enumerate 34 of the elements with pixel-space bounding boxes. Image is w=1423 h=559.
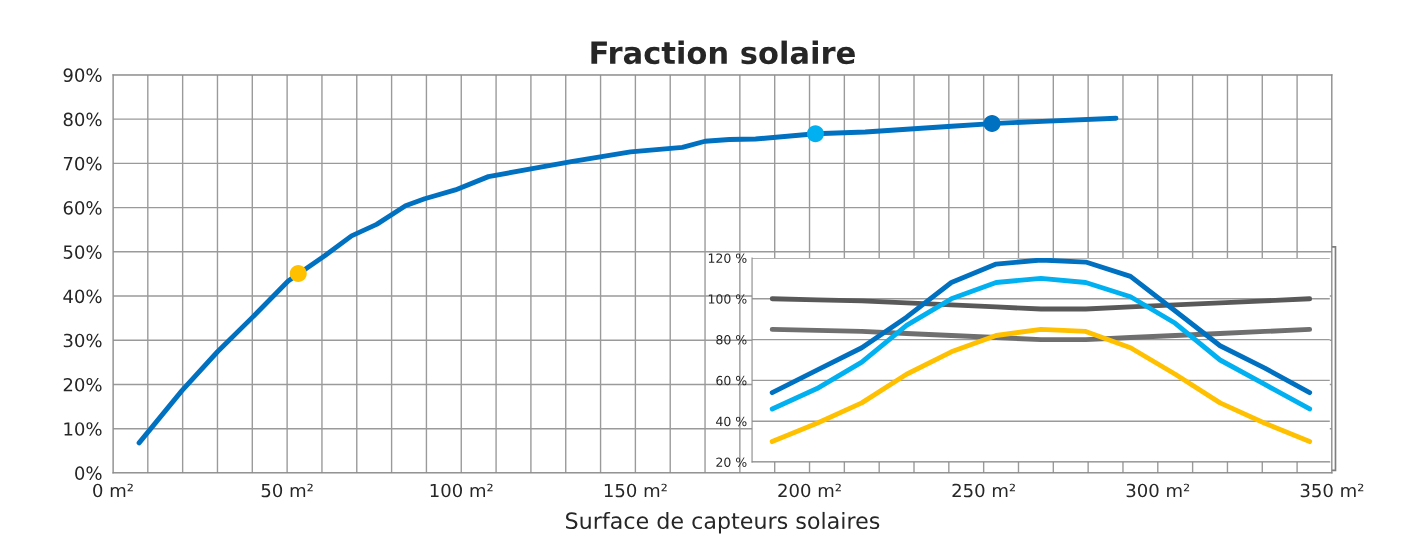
line-series: [769, 257, 1313, 396]
y-tick-label: 0%: [75, 466, 102, 481]
x-tick-label: 200 m²: [778, 483, 841, 498]
x-tick-label: 150 m²: [604, 483, 667, 498]
chart-title: Fraction solaire: [591, 40, 855, 65]
x-tick-label: 50 m²: [261, 483, 313, 498]
y-tick-label: 80 %: [716, 335, 747, 345]
line-series: [769, 275, 1313, 412]
y-tick-label: 40%: [63, 289, 102, 304]
x-tick-label: 0 m²: [93, 483, 133, 498]
y-tick-label: 50%: [63, 245, 102, 259]
y-tick-label: 80%: [63, 112, 102, 127]
point: [289, 264, 307, 282]
point: [806, 125, 824, 143]
y-tick-label: 40 %: [716, 416, 747, 427]
y-tick-label: 60 %: [716, 375, 747, 386]
x-tick-label: 250 m²: [952, 483, 1016, 498]
point: [983, 115, 1001, 133]
y-tick-label: 120 %: [708, 253, 747, 263]
line-series: [136, 115, 1119, 446]
x-tick-label: 100 m²: [430, 483, 493, 498]
line-series: [769, 296, 1313, 312]
y-tick-label: 10%: [64, 422, 102, 436]
x-tick-label: 300 m²: [1126, 483, 1190, 498]
y-tick-label: 70%: [63, 156, 102, 171]
y-tick-label: 90%: [63, 68, 102, 83]
y-tick-label: 100 %: [708, 294, 747, 304]
y-tick-label: 60%: [63, 201, 102, 215]
y-tick-label: 20%: [63, 377, 102, 392]
line-series: [769, 326, 1313, 445]
y-tick-label: 20 %: [716, 457, 747, 467]
x-axis-title: Surface de capteurs solaires: [566, 511, 880, 534]
y-tick-label: 30%: [63, 333, 102, 348]
x-tick-label: 350 m²: [1300, 483, 1364, 498]
